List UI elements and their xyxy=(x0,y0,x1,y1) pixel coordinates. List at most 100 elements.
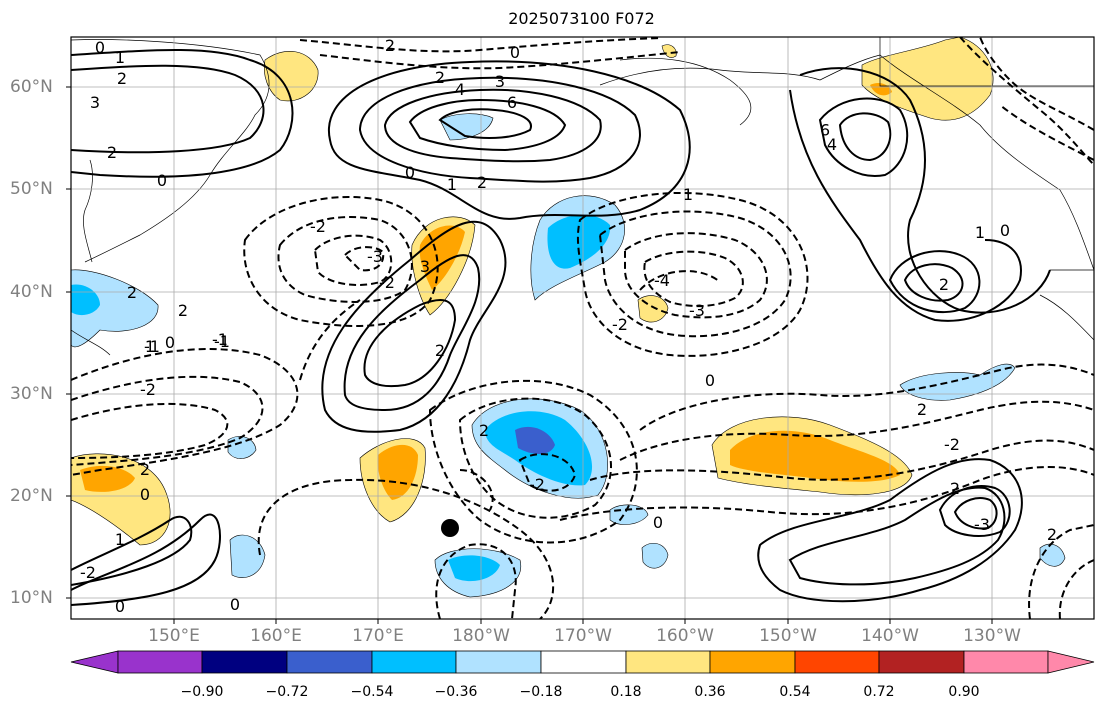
negative-contours xyxy=(71,37,1094,619)
lon-label: 150°E xyxy=(148,626,200,646)
contour-label: 6 xyxy=(507,93,517,112)
contour-label: -4 xyxy=(654,271,670,290)
colorbar-segment xyxy=(371,650,457,674)
colorbar-tick-label: −0.72 xyxy=(265,684,309,700)
gridlines xyxy=(71,37,1094,619)
positive-anomaly xyxy=(377,444,418,500)
colorbar-tick-label: 0.90 xyxy=(948,684,980,700)
contour-label: 9 xyxy=(820,120,830,139)
contour-label: 1 xyxy=(447,175,457,194)
contour-label: 2 xyxy=(178,301,188,320)
contour-label: 2 xyxy=(435,68,445,87)
contour-label: 0 xyxy=(115,597,125,616)
contour-label: 0 xyxy=(705,371,715,390)
map-background xyxy=(71,37,1094,619)
contour-label: 1 xyxy=(115,530,125,549)
contour-label: 0 xyxy=(1000,221,1010,240)
contour-label: 2 xyxy=(939,275,949,294)
colorbar-segment xyxy=(201,650,288,674)
negative-anomaly xyxy=(439,113,494,141)
colorbar-tick-label: −0.18 xyxy=(519,684,563,700)
contour-label: 1 xyxy=(975,223,985,242)
contour-label: -3 xyxy=(974,515,990,534)
negative-anomaly xyxy=(448,555,500,582)
colorbar-extend-high xyxy=(1047,650,1095,674)
lat-label: 40°N xyxy=(10,282,53,302)
positive-anomaly xyxy=(80,465,135,492)
lon-label: 160°W xyxy=(656,626,714,646)
colorbar-segment xyxy=(455,650,542,674)
contour-label: 2 xyxy=(917,400,927,419)
colorbar-segment xyxy=(286,650,373,674)
contour-label: 2 xyxy=(127,283,137,302)
lat-label: 50°N xyxy=(10,179,53,199)
contour-label: 1 xyxy=(683,185,693,204)
colorbar-tick-label: 0.72 xyxy=(863,684,895,700)
negative-anomaly xyxy=(229,534,266,578)
contour-label: -2 xyxy=(140,380,156,399)
contour-labels: 0 1 2 3 2 0 2 3 4 6 2 0 0 1 2 -2 -3 -2 -… xyxy=(80,36,1057,616)
lon-label: 160°E xyxy=(250,626,302,646)
lon-label: 130°W xyxy=(963,626,1021,646)
contour-label: 0 xyxy=(230,595,240,614)
colorbar-tick-label: 0.36 xyxy=(694,684,726,700)
positive-contours xyxy=(71,49,1051,606)
positive-anomaly xyxy=(263,51,319,102)
contour-label: 2 xyxy=(385,36,395,55)
colorbar-tick-label: −0.54 xyxy=(350,684,394,700)
lat-label: 30°N xyxy=(10,384,53,404)
colorbar-tick-label: −0.36 xyxy=(434,684,478,700)
contour-label: 3 xyxy=(90,93,100,112)
lon-label: 170°E xyxy=(352,626,404,646)
contour-label: 0 xyxy=(140,485,150,504)
contour-label: 2 xyxy=(479,421,489,440)
colorbar-segment xyxy=(709,650,796,674)
contour-label: 0 xyxy=(157,171,167,190)
colorbar-extend-low xyxy=(70,650,119,674)
location-marker xyxy=(441,519,459,537)
lat-label: 20°N xyxy=(10,486,53,506)
lat-label: 10°N xyxy=(10,588,53,608)
contour-label: -2 xyxy=(612,315,628,334)
contour-label: 1 xyxy=(145,337,155,356)
contour-label: 3 xyxy=(420,257,430,276)
colorbar-segment xyxy=(878,650,965,674)
colorbar-tick-label: 0.54 xyxy=(779,684,811,700)
contour-label: -2 xyxy=(944,435,960,454)
positive-anomaly xyxy=(730,430,900,482)
colorbar-segment xyxy=(117,650,203,674)
contour-label: -2 xyxy=(529,475,545,494)
contour-label: 2 xyxy=(950,479,960,498)
contour-label: -3 xyxy=(367,247,383,266)
contour-label: 0 xyxy=(95,38,105,57)
map-title: 2025073100 F072 xyxy=(508,9,655,28)
contour-label: 4 xyxy=(455,80,465,99)
contour-label: -3 xyxy=(689,301,705,320)
contour-label: -2 xyxy=(379,273,395,292)
axis-ticks xyxy=(66,86,993,624)
contour-label: -1 xyxy=(214,332,230,351)
contour-label: 2 xyxy=(1047,525,1057,544)
colorbar-segment xyxy=(963,650,1049,674)
positive-anomaly xyxy=(861,37,994,121)
colorbar xyxy=(70,650,1095,674)
contour-label: -1 xyxy=(212,330,228,349)
contour-label: 0 xyxy=(510,43,520,62)
colorbar-segment xyxy=(794,650,880,674)
lon-label: 170°W xyxy=(554,626,612,646)
colorbar-segment xyxy=(625,650,711,674)
contour-label: 2 xyxy=(117,69,127,88)
contour-label: -2 xyxy=(310,217,326,236)
colorbar-segment xyxy=(540,650,627,674)
contour-label: -2 xyxy=(80,563,96,582)
contour-label: 0 xyxy=(405,163,415,182)
contour-label: 2 xyxy=(107,143,117,162)
lon-label: 140°W xyxy=(861,626,919,646)
lat-label: 60°N xyxy=(10,77,53,97)
lon-label: 150°W xyxy=(759,626,817,646)
contour-label: -1 xyxy=(144,337,160,356)
contour-label: 1 xyxy=(115,48,125,67)
colorbar-tick-label: 0.18 xyxy=(610,684,642,700)
lon-label: 180°W xyxy=(452,626,510,646)
